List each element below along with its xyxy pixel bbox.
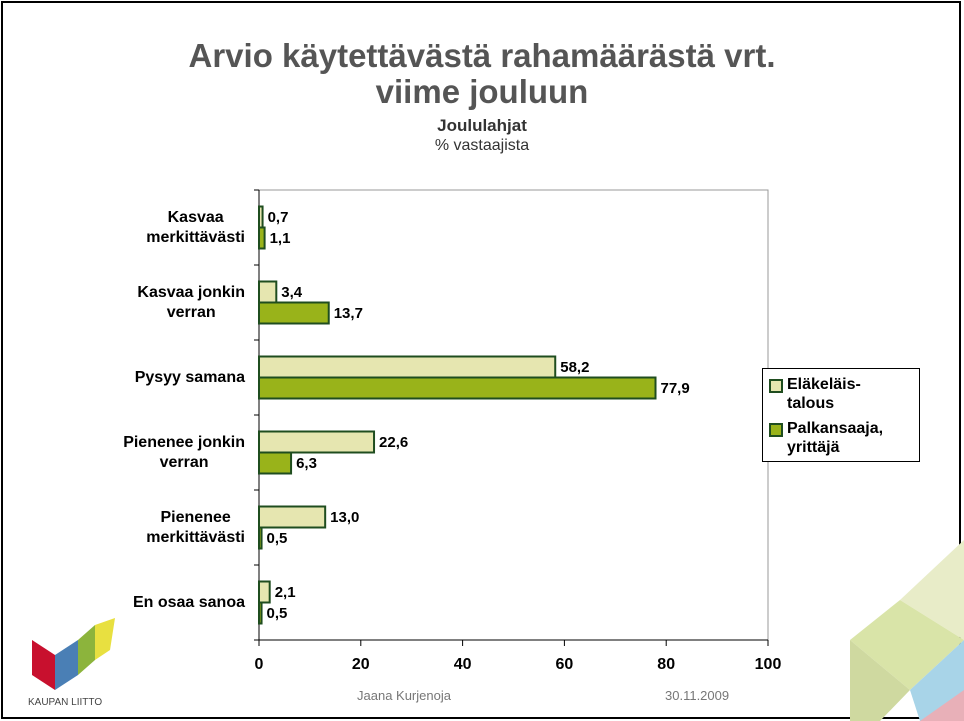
x-tick-label: 0 xyxy=(255,656,264,673)
y-tick-label: En osaa sanoa xyxy=(132,593,245,611)
legend-entry: Palkansaaja, yrittäjä xyxy=(769,419,919,459)
data-label: 77,9 xyxy=(661,380,690,397)
data-label: 13,0 xyxy=(330,509,359,526)
bar xyxy=(258,301,330,325)
bar xyxy=(258,505,327,529)
legend: Eläkeläis- talous Palkansaaja, yrittäjä xyxy=(762,368,920,462)
data-label: 0,5 xyxy=(267,605,288,622)
bar xyxy=(258,355,557,379)
logo-text: KAUPAN LIITTO xyxy=(28,697,103,708)
y-tick-label: Kasvaa merkittävästi xyxy=(146,208,245,246)
y-tick-label: Pienenee jonkin verran xyxy=(123,433,245,471)
data-label: 3,4 xyxy=(281,284,303,301)
chart-subtitle: Joululahjat xyxy=(437,116,527,135)
legend-entry: Eläkeläis- talous xyxy=(769,375,919,415)
corner-decoration xyxy=(850,540,964,721)
logo-mark xyxy=(32,618,115,690)
date: 30.11.2009 xyxy=(665,688,730,703)
bar xyxy=(258,601,263,625)
data-label: 0,7 xyxy=(268,209,289,226)
data-label: 22,6 xyxy=(379,434,408,451)
bar xyxy=(258,526,263,550)
x-tick-label: 40 xyxy=(454,656,472,673)
y-tick-label: Kasvaa jonkin verran xyxy=(137,283,245,321)
legend-swatch xyxy=(769,423,783,437)
bar xyxy=(258,226,266,250)
plot-frame xyxy=(258,189,769,641)
author: Jaana Kurjenoja xyxy=(357,688,451,703)
x-tick-label: 60 xyxy=(556,656,574,673)
bar xyxy=(258,205,264,229)
bar xyxy=(258,580,271,604)
x-tick-label: 80 xyxy=(657,656,675,673)
legend-swatch xyxy=(769,379,783,393)
bar xyxy=(258,451,293,475)
data-label: 2,1 xyxy=(275,584,296,601)
bar xyxy=(258,430,376,454)
unit-label: % vastaajista xyxy=(434,137,530,154)
legend-label: Palkansaaja, yrittäjä xyxy=(787,420,884,456)
chart-title: Arvio käytettävästä rahamäärästä vrt. vi… xyxy=(188,37,776,110)
x-tick-label: 20 xyxy=(352,656,370,673)
data-label: 13,7 xyxy=(334,305,363,322)
bar xyxy=(258,376,657,400)
data-label: 58,2 xyxy=(560,359,589,376)
data-label: 0,5 xyxy=(267,530,288,547)
data-label: 6,3 xyxy=(296,455,317,472)
y-tick-label: Pienenee merkittävästi xyxy=(146,508,245,546)
bar xyxy=(258,280,278,304)
legend-label: Eläkeläis- talous xyxy=(787,376,861,412)
data-label: 1,1 xyxy=(270,230,291,247)
y-tick-label: Pysyy samana xyxy=(134,368,245,386)
x-tick-label: 100 xyxy=(755,656,782,673)
